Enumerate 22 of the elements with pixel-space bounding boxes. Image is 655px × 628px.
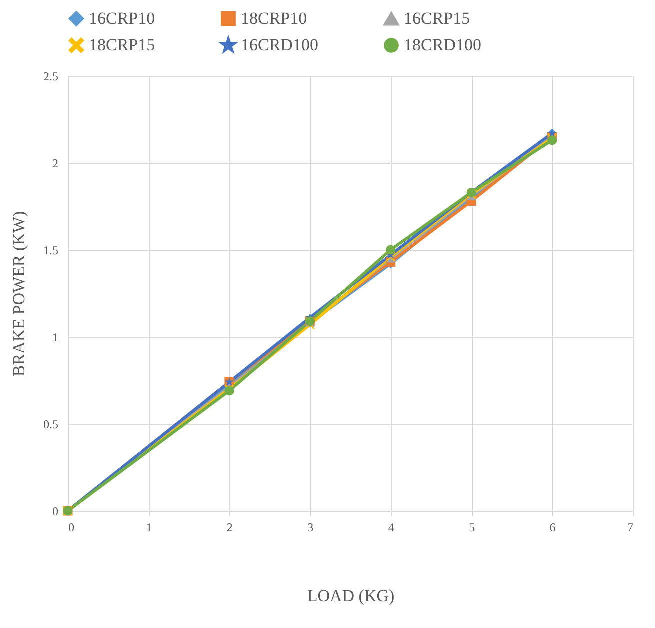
x-tick-label: 1 (146, 520, 152, 534)
y-tick-label: 2.5 (44, 70, 58, 84)
y-tick-label: 0 (52, 504, 58, 518)
legend-label: 18CRP15 (89, 36, 156, 54)
x-tick-label: 7 (628, 520, 634, 534)
legend-label: 18CRP10 (241, 8, 308, 28)
x-tick-label: 5 (469, 520, 476, 534)
legend-label: 16CRD100 (241, 36, 318, 54)
y-tick-label: 2 (52, 156, 58, 170)
y-tick-label: 1 (52, 330, 58, 344)
x-tick-label: 4 (388, 520, 394, 534)
legend-label: 16CRP10 (89, 8, 156, 28)
legend-label: 18CRD100 (404, 36, 482, 54)
legend-label: 16CRP15 (404, 9, 470, 28)
x-axis-title: LOAD (KG) (307, 586, 395, 606)
x-tick-label: 2 (226, 520, 233, 534)
y-tick-label: 0.5 (44, 418, 58, 432)
y-axis-title: BRAKE POWER (KW) (10, 211, 28, 377)
x-tick-label: 0 (68, 520, 74, 534)
x-tick-label: 6 (550, 520, 556, 534)
y-tick-label: 1.5 (44, 244, 58, 258)
x-tick-label: 3 (308, 520, 314, 534)
